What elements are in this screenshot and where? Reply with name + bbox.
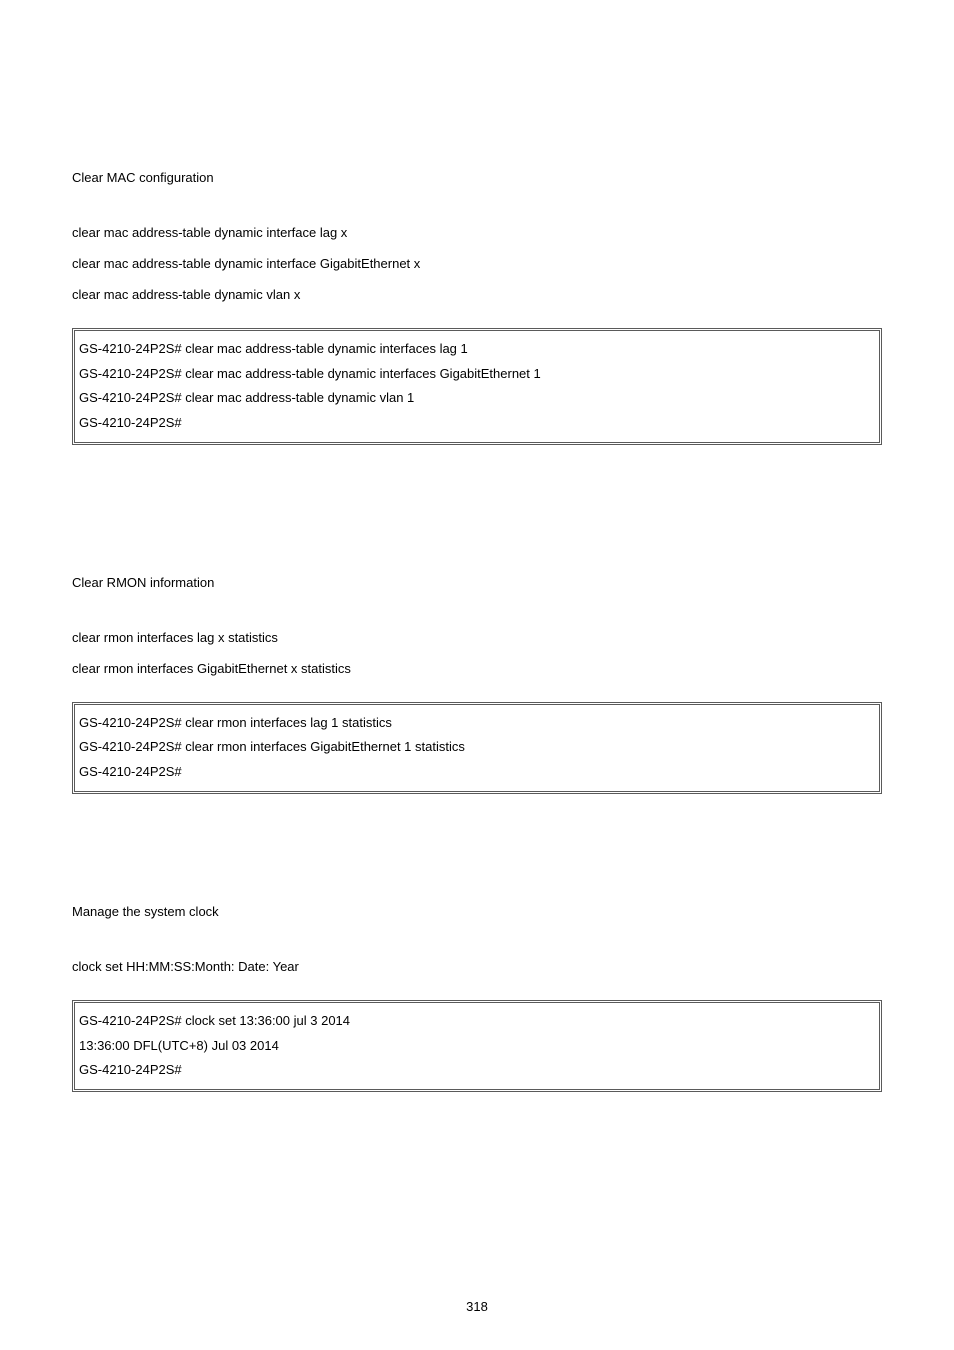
command-text: clock set HH:MM:SS:Month: Date: Year xyxy=(72,959,882,974)
terminal-line: GS-4210-24P2S# xyxy=(79,411,875,436)
section-description: Manage the system clock xyxy=(72,904,882,919)
command-text: clear mac address-table dynamic interfac… xyxy=(72,256,882,271)
command-text: clear mac address-table dynamic interfac… xyxy=(72,225,882,240)
terminal-line: GS-4210-24P2S# clear mac address-table d… xyxy=(79,362,875,387)
terminal-output-box: GS-4210-24P2S# clear rmon interfaces lag… xyxy=(72,702,882,794)
section-description: Clear MAC configuration xyxy=(72,170,882,185)
terminal-line: GS-4210-24P2S# xyxy=(79,760,875,785)
vertical-spacer xyxy=(72,465,882,575)
terminal-line: GS-4210-24P2S# clear mac address-table d… xyxy=(79,337,875,362)
command-text: clear mac address-table dynamic vlan x xyxy=(72,287,882,302)
page-number: 318 xyxy=(0,1299,954,1314)
terminal-line: GS-4210-24P2S# clear rmon interfaces Gig… xyxy=(79,735,875,760)
vertical-spacer xyxy=(72,814,882,904)
section-description: Clear RMON information xyxy=(72,575,882,590)
terminal-output-box: GS-4210-24P2S# clear mac address-table d… xyxy=(72,328,882,445)
terminal-line: GS-4210-24P2S# clear rmon interfaces lag… xyxy=(79,711,875,736)
terminal-line: GS-4210-24P2S# xyxy=(79,1058,875,1083)
document-page: Clear MAC configuration clear mac addres… xyxy=(0,0,954,1350)
terminal-line: GS-4210-24P2S# clear mac address-table d… xyxy=(79,386,875,411)
command-text: clear rmon interfaces lag x statistics xyxy=(72,630,882,645)
command-text: clear rmon interfaces GigabitEthernet x … xyxy=(72,661,882,676)
page-content: Clear MAC configuration clear mac addres… xyxy=(0,0,954,1092)
terminal-output-box: GS-4210-24P2S# clock set 13:36:00 jul 3 … xyxy=(72,1000,882,1092)
terminal-line: 13:36:00 DFL(UTC+8) Jul 03 2014 xyxy=(79,1034,875,1059)
terminal-line: GS-4210-24P2S# clock set 13:36:00 jul 3 … xyxy=(79,1009,875,1034)
